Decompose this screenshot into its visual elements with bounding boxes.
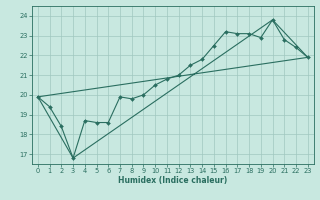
X-axis label: Humidex (Indice chaleur): Humidex (Indice chaleur) (118, 176, 228, 185)
